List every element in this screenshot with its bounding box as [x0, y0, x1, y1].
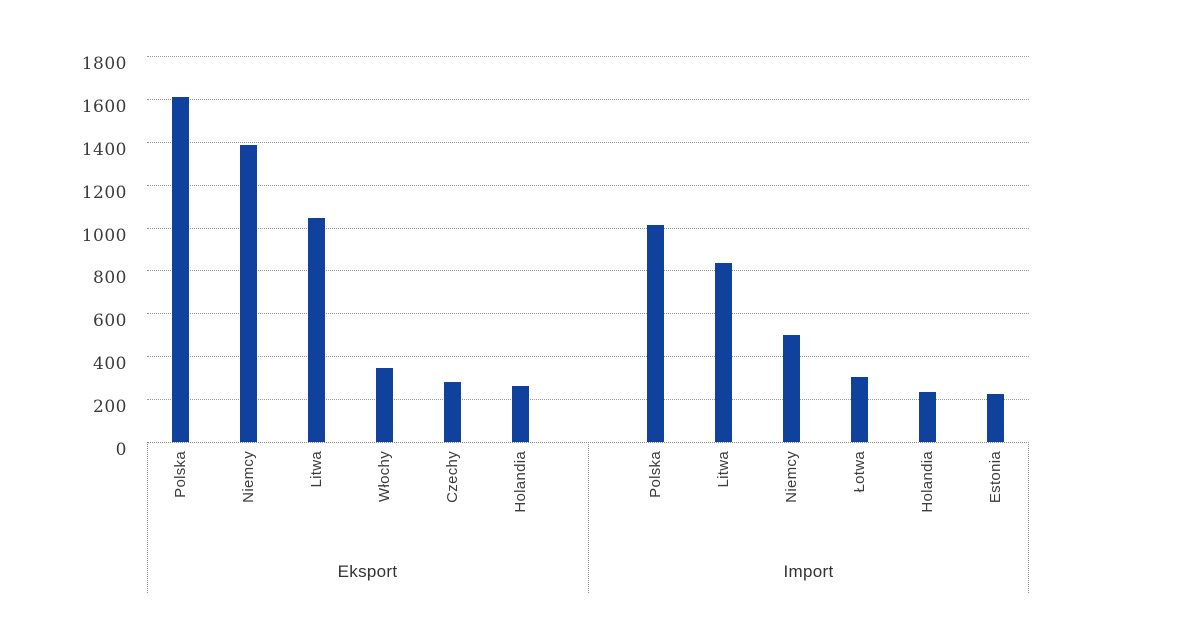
ytick-label: 1800	[81, 54, 127, 74]
y-axis-labels: 1800 1600 1400 1200 1000 800 600 400 200 0	[0, 54, 137, 460]
bar-slot	[825, 56, 893, 442]
category-label: Czechy	[443, 451, 461, 503]
gridline	[147, 56, 1029, 57]
category-slot: Litwa	[690, 451, 758, 553]
category-label: Estonia	[986, 451, 1004, 504]
bar	[443, 381, 461, 442]
gridline	[147, 227, 1029, 229]
category-label: Niemcy	[240, 451, 258, 503]
bar	[172, 96, 190, 442]
ytick-label: 400	[93, 354, 127, 375]
category-slot: Polska	[622, 451, 690, 553]
bar	[511, 386, 529, 442]
gridline	[147, 270, 1029, 272]
bar-slot	[690, 56, 758, 442]
category-slot-spacer	[554, 451, 622, 553]
bar	[308, 217, 326, 442]
ytick-label: 200	[93, 397, 127, 418]
ytick-label: 1000	[81, 225, 127, 246]
bar	[715, 262, 733, 442]
bar-slot-spacer	[554, 56, 622, 442]
bar-slot	[351, 56, 419, 442]
gridline	[147, 313, 1029, 315]
group-label-eksport: Eksport	[337, 562, 398, 581]
category-labels-row: Polska Niemcy Litwa Włochy Czechy Holandia Pol…	[147, 451, 1029, 553]
ytick-label: 0	[115, 440, 127, 460]
category-slot: Włochy	[351, 451, 419, 553]
category-slot: Niemcy	[758, 451, 826, 553]
group-label-import: Import	[783, 562, 834, 581]
bar-slot	[961, 56, 1029, 442]
group-labels-row: Eksport Import	[147, 562, 1029, 588]
bar	[918, 391, 936, 442]
category-slot: Holandia	[486, 451, 554, 553]
category-label: Polska	[647, 451, 665, 498]
bar-slot	[215, 56, 283, 442]
gridline	[147, 98, 1029, 100]
bar-slot	[147, 56, 215, 442]
category-label: Włochy	[375, 451, 393, 502]
ytick-label: 1200	[81, 182, 127, 203]
category-label: Niemcy	[783, 451, 801, 503]
category-label: Polska	[172, 451, 190, 498]
bar	[850, 376, 868, 442]
category-slot: Litwa	[283, 451, 351, 553]
bar-slot	[283, 56, 351, 442]
category-slot: Łotwa	[825, 451, 893, 553]
category-label: Holandia	[511, 451, 529, 513]
bar-slot	[418, 56, 486, 442]
bar-slot	[893, 56, 961, 442]
bar	[240, 145, 258, 442]
gridline	[147, 399, 1029, 401]
category-slot: Polska	[147, 451, 215, 553]
bars-row	[147, 56, 1029, 442]
bar-slot	[622, 56, 690, 442]
bar	[783, 334, 801, 442]
category-slot: Estonia	[961, 451, 1029, 553]
gridline	[147, 184, 1029, 186]
gridline	[147, 356, 1029, 358]
category-slot: Czechy	[418, 451, 486, 553]
bar	[647, 225, 665, 442]
ytick-label: 1600	[81, 96, 127, 117]
category-slot: Holandia	[893, 451, 961, 553]
category-label: Holandia	[918, 451, 936, 513]
bar-slot	[486, 56, 554, 442]
category-slot: Niemcy	[215, 451, 283, 553]
ytick-label: 800	[93, 268, 127, 289]
category-label: Litwa	[308, 451, 326, 488]
plot-area	[147, 56, 1029, 443]
category-label: Łotwa	[850, 451, 868, 493]
ytick-label: 600	[93, 311, 127, 332]
bar-slot	[758, 56, 826, 442]
ytick-label: 1400	[81, 139, 127, 160]
gridlines	[147, 56, 1029, 442]
bar	[986, 393, 1004, 442]
gridline	[147, 141, 1029, 143]
category-label: Litwa	[715, 451, 733, 488]
bar	[375, 368, 393, 442]
